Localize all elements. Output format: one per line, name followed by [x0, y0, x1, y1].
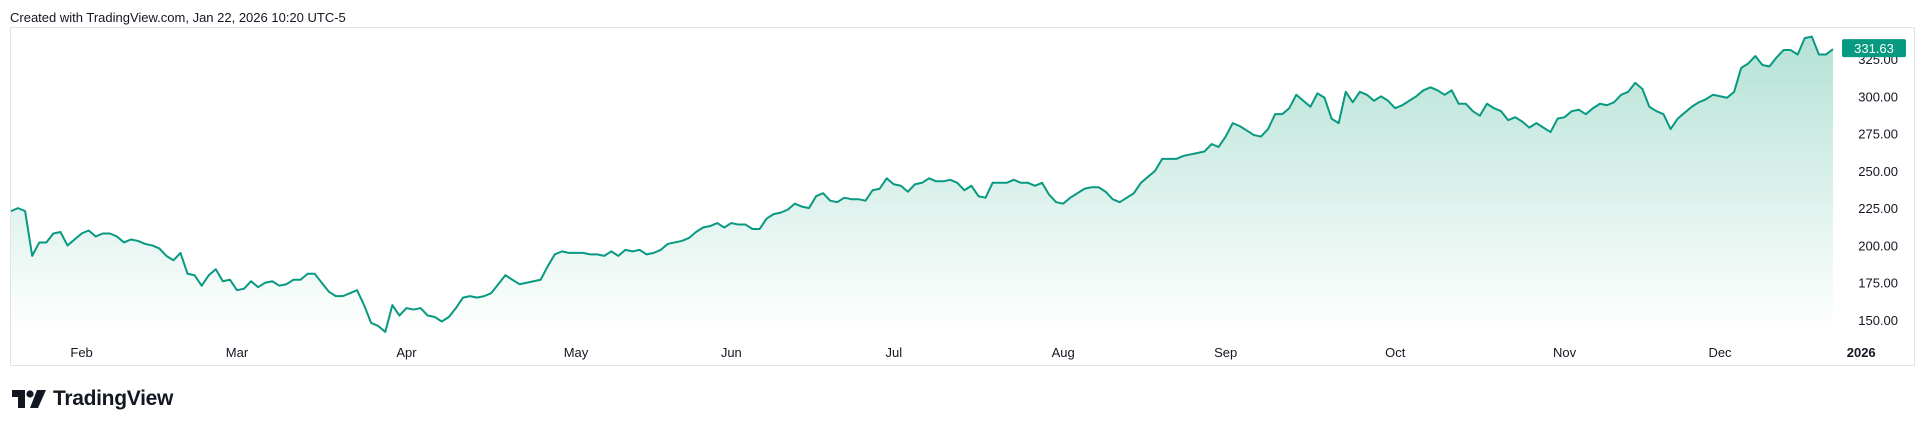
x-tick-label: Aug — [1052, 345, 1075, 360]
y-tick-label: 175.00 — [1858, 276, 1898, 291]
y-tick-label: 300.00 — [1858, 89, 1898, 104]
x-tick-label: Feb — [70, 345, 92, 360]
y-tick-label: 250.00 — [1858, 164, 1898, 179]
x-tick-label: Nov — [1553, 345, 1577, 360]
x-tick-label: 2026 — [1847, 345, 1876, 360]
tradingview-logo[interactable]: TradingView — [12, 387, 173, 411]
price-area-chart[interactable]: 150.00 175.00 200.00 225.00 250.00 275.00 300.… — [0, 0, 1920, 380]
y-tick-label: 275.00 — [1858, 127, 1898, 142]
last-price-badge — [1842, 39, 1906, 58]
tradingview-logo-text: TradingView — [53, 387, 174, 410]
x-tick-label: Oct — [1385, 345, 1406, 360]
last-price-label: 331.63 — [1854, 41, 1894, 56]
x-tick-label: Jul — [885, 345, 902, 360]
price-area-fill — [11, 36, 1833, 332]
x-tick-label: May — [564, 345, 589, 360]
x-tick-label: Apr — [396, 345, 417, 360]
x-tick-label: Mar — [226, 345, 249, 360]
x-tick-label: Dec — [1708, 345, 1732, 360]
chart-frame — [10, 27, 1915, 366]
y-tick-label: 150.00 — [1858, 313, 1898, 328]
y-tick-label: 225.00 — [1858, 201, 1898, 216]
tradingview-logo-icon — [12, 390, 46, 408]
x-tick-label: Sep — [1214, 345, 1237, 360]
created-with-caption: Created with TradingView.com, Jan 22, 20… — [10, 10, 346, 25]
price-line-series — [10, 35, 1834, 333]
y-tick-label: 200.00 — [1858, 238, 1898, 253]
x-tick-label: Jun — [721, 345, 742, 360]
